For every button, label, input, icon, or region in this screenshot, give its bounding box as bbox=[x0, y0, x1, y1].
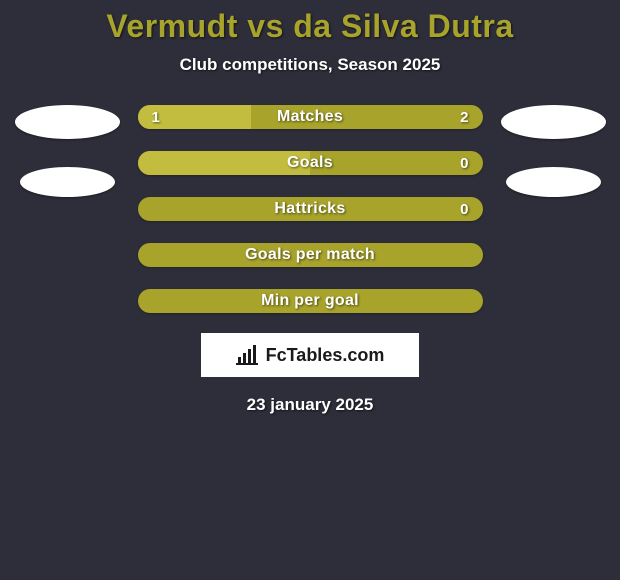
comparison-container: Vermudt vs da Silva Dutra Club competiti… bbox=[0, 0, 620, 580]
bar-value-right: 0 bbox=[460, 197, 468, 221]
stat-bar: Hattricks0 bbox=[138, 197, 483, 221]
stats-bars: Matches12Goals0Hattricks0Goals per match… bbox=[138, 105, 483, 313]
page-title: Vermudt vs da Silva Dutra bbox=[0, 8, 620, 45]
avatar bbox=[501, 105, 606, 139]
avatar bbox=[506, 167, 601, 197]
content-row: Matches12Goals0Hattricks0Goals per match… bbox=[0, 105, 620, 313]
stat-bar: Matches1 2 bbox=[138, 105, 483, 129]
avatar bbox=[20, 167, 115, 197]
avatar bbox=[15, 105, 120, 139]
bar-label: Min per goal bbox=[138, 289, 483, 313]
bar-label: Hattricks bbox=[138, 197, 483, 221]
left-player-column bbox=[15, 105, 120, 197]
bar-value-right: 0 bbox=[460, 151, 468, 175]
bar-value-right: 2 bbox=[460, 105, 468, 129]
bar-label: Goals bbox=[138, 151, 483, 175]
bar-label: Matches bbox=[138, 105, 483, 129]
stat-bar: Goals0 bbox=[138, 151, 483, 175]
date-text: 23 january 2025 bbox=[0, 395, 620, 415]
subtitle: Club competitions, Season 2025 bbox=[0, 55, 620, 75]
bar-value-left: 1 bbox=[152, 105, 160, 129]
source-logo: FcTables.com bbox=[201, 333, 419, 377]
stat-bar: Goals per match bbox=[138, 243, 483, 267]
right-player-column bbox=[501, 105, 606, 197]
source-logo-text: FcTables.com bbox=[266, 345, 385, 366]
stat-bar: Min per goal bbox=[138, 289, 483, 313]
bar-label: Goals per match bbox=[138, 243, 483, 267]
bar-chart-icon bbox=[236, 345, 260, 365]
